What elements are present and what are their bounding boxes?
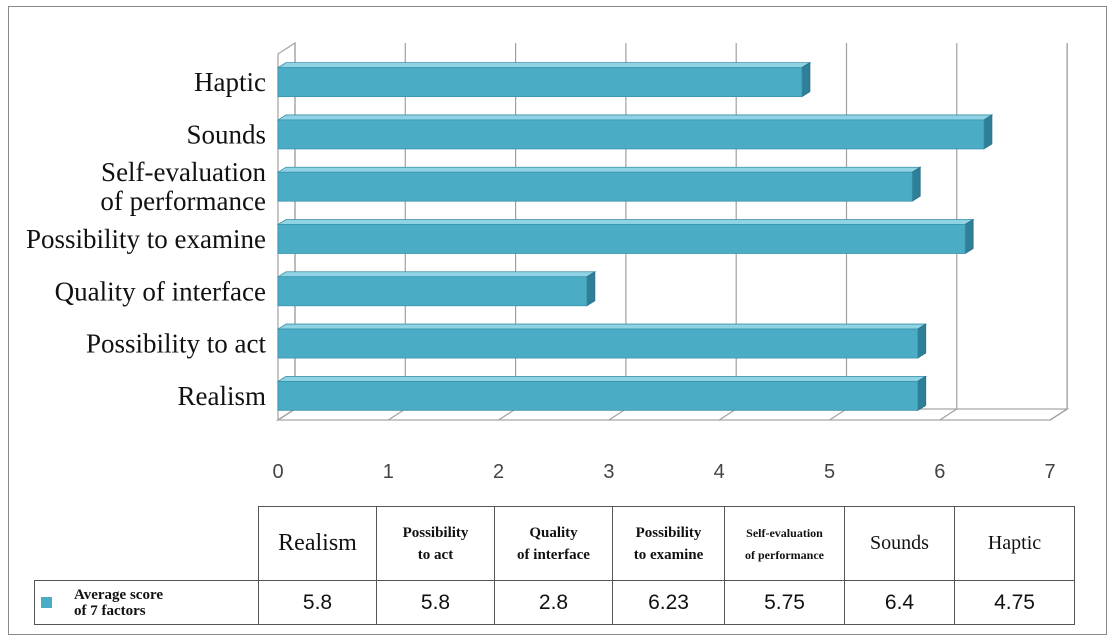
floor-gridline: [387, 408, 406, 421]
x-tick-label: 3: [603, 461, 614, 483]
x-tick-label: 7: [1045, 461, 1056, 483]
data-table-value-row: Average score of 7 factors 5.8 5.8 2.8 6.…: [34, 580, 1075, 625]
x-tick-label: 6: [934, 461, 945, 483]
x-tick-labels: 0 1 2 3 4 5 6 7: [272, 461, 1055, 483]
legend-label: Average score of 7 factors: [74, 586, 163, 619]
category-label: of performance: [100, 186, 266, 216]
table-value-haptic: 4.75: [954, 580, 1075, 625]
category-label: Realism: [178, 381, 267, 411]
category-label: Possibility to examine: [26, 224, 266, 254]
table-header-sounds: Sounds: [844, 506, 955, 581]
bar-top: [276, 114, 994, 121]
bar-end: [586, 271, 596, 307]
data-table: Realism Possibility to act Quality of inte…: [34, 506, 1075, 625]
bar-end: [917, 375, 927, 412]
table-value-possibility-to-act: 5.8: [376, 580, 495, 625]
x-tick-label: 4: [714, 461, 725, 483]
bar-top: [276, 375, 928, 382]
category-label: Haptic: [194, 67, 266, 97]
floor-gridline: [608, 408, 627, 421]
x-tick-label: 2: [493, 461, 504, 483]
bar-end: [917, 323, 927, 359]
table-value-realism: 5.8: [258, 580, 377, 625]
bar: [277, 224, 966, 254]
bar-end: [964, 218, 974, 255]
category-labels: Realism Possibility to act Quality of inte…: [26, 67, 266, 411]
floor-gridline: [277, 408, 296, 421]
bar-top: [276, 166, 922, 173]
bar-top: [276, 323, 928, 330]
floor-gridline: [718, 408, 737, 421]
table-value-quality-of-interface: 2.8: [494, 580, 613, 625]
table-header-possibility-to-examine: Possibility to examine: [612, 506, 725, 581]
x-tick-label: 1: [383, 461, 394, 483]
table-header-quality-of-interface: Quality of interface: [494, 506, 613, 581]
legend-entry: Average score of 7 factors: [34, 580, 259, 625]
table-header-realism: Realism: [258, 506, 377, 581]
table-value-sounds: 6.4: [844, 580, 955, 625]
table-value-possibility-to-examine: 6.23: [612, 580, 725, 625]
bar-top: [276, 219, 975, 225]
floor-gridline: [939, 408, 958, 421]
category-label: Possibility to act: [86, 329, 267, 359]
bar: [277, 171, 913, 202]
bar-top: [276, 271, 597, 278]
table-value-self-evaluation: 5.75: [724, 580, 845, 625]
data-table-header-row: Realism Possibility to act Quality of inte…: [35, 506, 1075, 581]
category-label: Quality of interface: [55, 276, 266, 306]
bar: [277, 67, 803, 98]
x-tick-label: 0: [272, 461, 283, 483]
bar: [277, 119, 985, 150]
floor-gridline: [498, 408, 516, 421]
bar-end: [801, 61, 811, 98]
bar: [277, 380, 919, 411]
x-tick-label: 5: [824, 461, 835, 483]
category-label: Self-evaluation: [101, 157, 266, 187]
back-wall-edge: [1049, 43, 1068, 421]
table-header-possibility-to-act: Possibility to act: [376, 506, 495, 581]
bars: [276, 61, 994, 412]
legend-swatch: [41, 597, 52, 608]
bar: [277, 276, 588, 307]
table-header-haptic: Haptic: [954, 506, 1075, 581]
floor-gridline: [829, 408, 847, 421]
bar: [277, 328, 919, 359]
data-table-corner: [35, 507, 259, 581]
bar-top: [276, 62, 812, 69]
bar-chart: Realism Possibility to act Quality of inte…: [26, 41, 1070, 483]
bar-end: [983, 114, 993, 150]
floor-gridline: [1049, 408, 1068, 421]
bar-end: [911, 166, 921, 202]
category-label: Sounds: [186, 119, 266, 149]
table-header-self-evaluation: Self-evaluation of performance: [724, 506, 845, 581]
